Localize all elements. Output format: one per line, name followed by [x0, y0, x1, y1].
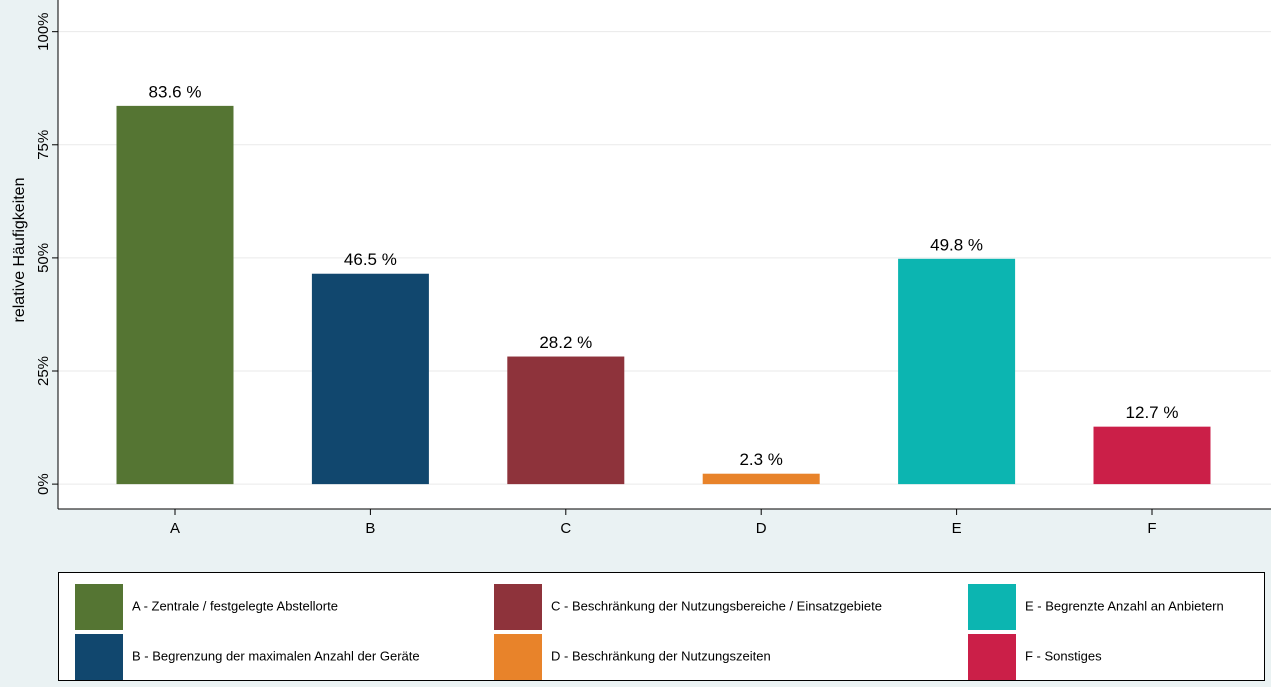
x-tick-label: A	[170, 520, 180, 537]
x-tick-label: E	[952, 520, 962, 537]
y-tick-label: 75%	[35, 130, 52, 160]
legend-swatch	[494, 584, 542, 630]
x-tick-label: D	[756, 520, 767, 537]
legend-swatch	[968, 584, 1016, 630]
legend-label: D - Beschränkung der Nutzungszeiten	[551, 648, 771, 663]
legend-box	[58, 572, 1265, 681]
value-label: 28.2 %	[539, 333, 592, 352]
legend-swatch	[494, 634, 542, 680]
bar	[116, 105, 234, 485]
bar	[702, 473, 820, 485]
legend-label: B - Begrenzung der maximalen Anzahl der …	[132, 648, 420, 663]
legend-swatch	[75, 584, 123, 630]
x-tick-label: B	[365, 520, 375, 537]
y-tick-label: 0%	[35, 473, 52, 495]
value-label: 83.6 %	[149, 82, 202, 101]
y-axis-label: relative Häufigkeiten	[11, 178, 28, 323]
legend-label: F - Sonstiges	[1025, 648, 1102, 663]
legend-label: E - Begrenzte Anzahl an Anbietern	[1025, 598, 1224, 613]
value-label: 2.3 %	[739, 450, 782, 469]
bar	[507, 356, 625, 485]
bar	[1093, 426, 1211, 485]
x-tick-label: C	[560, 520, 571, 537]
value-label: 49.8 %	[930, 235, 983, 254]
value-label: 46.5 %	[344, 250, 397, 269]
legend-swatch	[968, 634, 1016, 680]
bar	[898, 258, 1016, 485]
y-tick-label: 25%	[35, 356, 52, 386]
y-tick-label: 100%	[35, 12, 52, 50]
legend-label: A - Zentrale / festgelegte Abstellorte	[132, 598, 338, 613]
legend-swatch	[75, 634, 123, 680]
legend-label: C - Beschränkung der Nutzungsbereiche / …	[551, 598, 882, 613]
plot-area	[58, 0, 1271, 509]
bar	[311, 273, 429, 485]
value-label: 12.7 %	[1126, 403, 1179, 422]
y-tick-label: 50%	[35, 243, 52, 273]
x-tick-label: F	[1147, 520, 1156, 537]
